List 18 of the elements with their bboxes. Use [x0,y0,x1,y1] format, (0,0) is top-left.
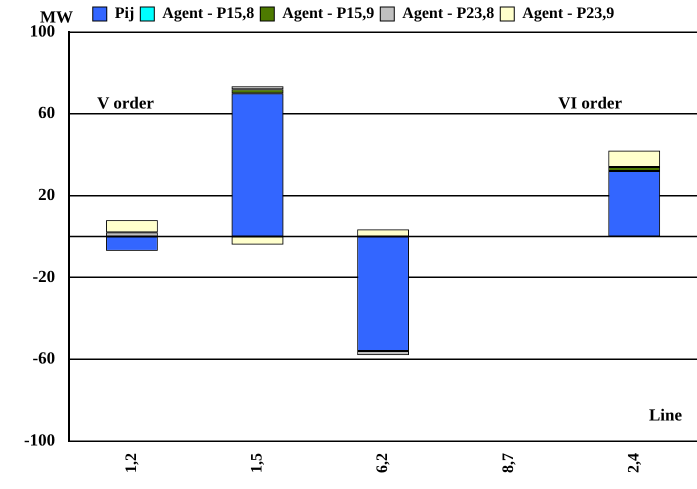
y-tick-label: 60 [38,103,56,122]
legend-label: Agent - P23,8 [402,5,494,22]
x-tick-label: 8,7 [500,453,517,473]
annotation: VI order [558,93,622,112]
y-tick-label: -20 [32,266,56,286]
legend-label: Agent - P15,8 [162,5,254,22]
legend-label: Agent - P23,9 [522,5,614,22]
legend-label: Pij [114,5,134,22]
y-tick-label: -60 [32,348,56,368]
x-tick-label: 1,5 [248,453,266,473]
annotation: V order [97,93,154,112]
y-tick-label: 20 [38,184,56,204]
legend-label: Agent - P15,9 [282,5,374,22]
x-axis-title: Line [648,405,682,424]
x-tick-label: 1,2 [123,453,140,473]
y-tick-label: -100 [24,430,56,450]
x-tick-label: 2,4 [625,453,642,473]
x-tick-label: 6,2 [374,453,392,473]
